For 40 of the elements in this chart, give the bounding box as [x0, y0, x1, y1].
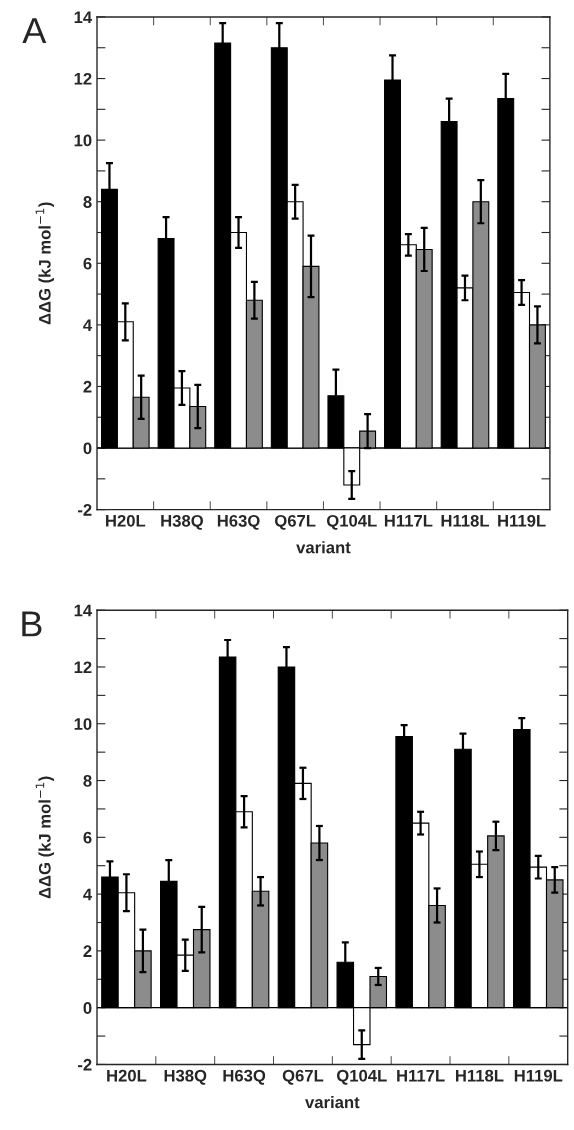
y-tick-label: 10 [74, 134, 92, 147]
chart-title: B [22, 611, 42, 637]
x-axis-title: variant [305, 1095, 360, 1109]
x-tick-label: Q67L [282, 1069, 324, 1085]
y-tick-label: 4 [83, 319, 93, 331]
x-tick-label: Q104L [336, 1069, 387, 1085]
y-tick-label: 2 [83, 945, 92, 957]
x-tick-label: H119L [514, 1069, 563, 1082]
y-tick-label: 0 [83, 1002, 92, 1014]
y-tick-label: 8 [83, 774, 92, 787]
x-tick-label: H38Q [161, 514, 203, 530]
x-tick-label: H119L [498, 514, 546, 527]
y-tick-label: 6 [83, 831, 92, 844]
y-tick-label: 14 [74, 11, 93, 23]
y-tick-label: 6 [83, 257, 92, 270]
chart-title: A [22, 18, 47, 44]
x-axis-title: variant [296, 541, 351, 554]
y-axis-title: ΔΔG (kJ mol$^{−1}$) [35, 202, 55, 325]
y-axis-title: ΔΔG (kJ mol$^{−1}$) [35, 776, 55, 899]
y-tick-label: 12 [74, 661, 92, 674]
x-tick-label: H118L [441, 514, 490, 527]
x-tick-label: H117L [384, 515, 433, 527]
x-tick-label: Q104L [326, 514, 377, 530]
y-tick-label: 2 [83, 380, 92, 393]
y-tick-label: 4 [83, 888, 93, 901]
x-tick-label: Q67L [274, 514, 316, 530]
y-tick-label: 8 [83, 196, 92, 208]
x-tick-label: H20L [107, 1069, 147, 1082]
x-tick-label: H38Q [164, 1069, 207, 1085]
y-tick-label: 14 [74, 604, 93, 617]
x-tick-label: H63Q [217, 514, 260, 530]
x-tick-label: H20L [106, 514, 146, 527]
x-tick-label: H63Q [223, 1069, 266, 1085]
y-tick-label: -2 [77, 1058, 92, 1071]
y-tick-label: -2 [77, 504, 92, 516]
x-tick-label: H117L [397, 1069, 445, 1082]
y-tick-label: 0 [83, 442, 92, 455]
x-tick-label: H118L [456, 1069, 504, 1082]
y-tick-label: 10 [74, 718, 92, 730]
y-tick-label: 12 [74, 72, 92, 85]
